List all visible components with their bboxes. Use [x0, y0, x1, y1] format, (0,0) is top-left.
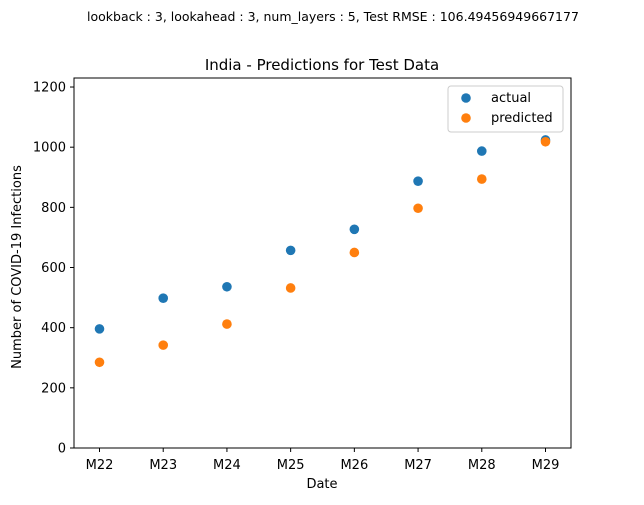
point-actual-M23 [158, 293, 169, 303]
chart-suptitle: lookback : 3, lookahead : 3, num_layers … [87, 9, 579, 24]
y-tick-label: 600 [41, 261, 66, 276]
y-axis-label: Number of COVID-19 Infections [10, 165, 25, 369]
x-tick-label: M27 [404, 458, 432, 473]
point-actual-M26 [349, 224, 360, 235]
x-tick-label: M23 [149, 458, 177, 473]
y-tick-label: 1000 [33, 141, 66, 156]
point-predicted-M26 [349, 247, 360, 258]
x-tick-label: M28 [468, 458, 496, 473]
y-tick-label: 800 [41, 201, 66, 216]
y-tick-label: 400 [41, 321, 66, 336]
point-predicted-M29 [540, 136, 551, 147]
plot-frame [73, 77, 572, 449]
point-actual-M28 [476, 146, 487, 156]
point-actual-M22 [94, 324, 105, 334]
legend-box [447, 85, 564, 133]
legend-label-actual: actual [491, 91, 531, 106]
point-predicted-M22 [94, 357, 105, 368]
chart-title: India - Predictions for Test Data [205, 56, 439, 74]
legend-label-predicted: predicted [491, 111, 553, 126]
y-tick-label: 200 [41, 381, 66, 396]
x-tick-label: M22 [86, 458, 114, 473]
x-axis-label: Date [306, 477, 337, 492]
y-tick-label: 0 [58, 442, 66, 457]
x-tick-label: M29 [532, 458, 560, 473]
legend-marker-predicted [461, 113, 471, 123]
point-actual-M24 [222, 281, 232, 292]
legend: actual predicted [447, 85, 564, 133]
point-predicted-M24 [222, 319, 232, 329]
x-tick-label: M25 [277, 458, 305, 473]
point-actual-M25 [285, 245, 296, 256]
y-tick-label: 1200 [33, 81, 66, 96]
point-predicted-M27 [413, 203, 423, 214]
plot-points [94, 135, 551, 368]
axis-ticks: 0 200 400 600 800 1000 1200 M22 M23 M24 M25 M26 M27 M… [33, 81, 559, 473]
x-tick-label: M24 [213, 458, 241, 473]
point-actual-M27 [413, 176, 423, 186]
point-predicted-M25 [285, 283, 296, 293]
legend-marker-actual [461, 93, 471, 103]
point-predicted-M28 [476, 174, 487, 184]
point-predicted-M23 [158, 340, 169, 350]
x-tick-label: M26 [340, 458, 368, 473]
